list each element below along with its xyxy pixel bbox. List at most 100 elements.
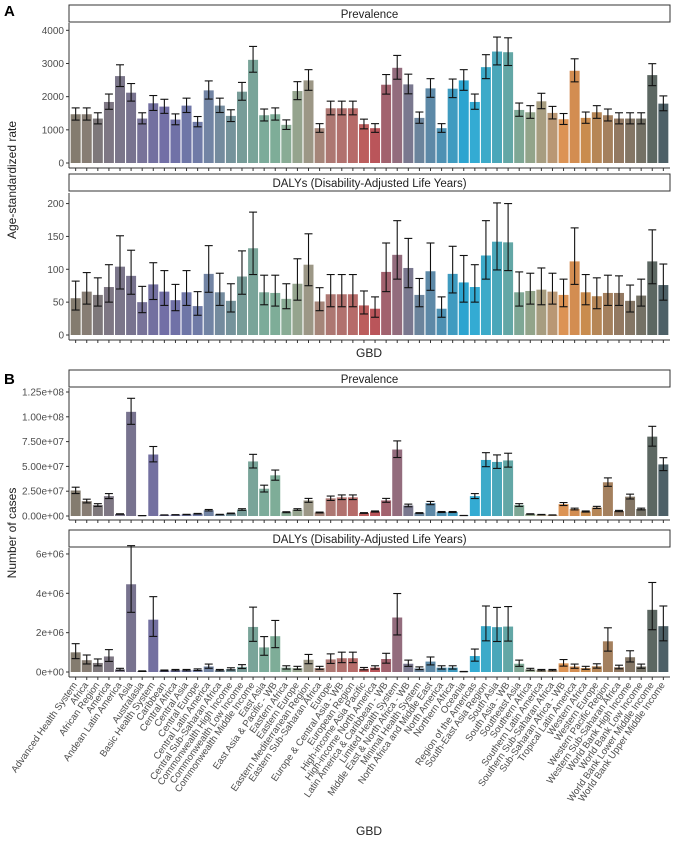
bar-1 — [71, 491, 81, 516]
y-tick-label: 6e+06 — [36, 549, 65, 560]
error-bar-32 — [415, 667, 423, 670]
bar-47 — [581, 118, 591, 163]
bar-5 — [115, 76, 125, 163]
y-tick-label: 4000 — [42, 26, 65, 37]
y-tick-label: 0.00e+00 — [22, 512, 64, 523]
error-bar-45 — [560, 503, 568, 506]
bar-25 — [337, 497, 347, 516]
error-bar-31 — [404, 504, 412, 507]
error-bar-28 — [371, 511, 379, 512]
bar-40 — [503, 460, 513, 516]
error-bar-27 — [360, 513, 368, 514]
error-bar-23 — [316, 512, 324, 513]
y-tick-label: 1000 — [42, 125, 65, 136]
bar-54 — [658, 464, 668, 516]
error-bar-21 — [293, 666, 301, 669]
y-tick-label: 0 — [58, 331, 64, 342]
bar-27 — [359, 124, 369, 163]
bar-48 — [592, 112, 602, 163]
bar-39 — [492, 52, 502, 163]
bar-14 — [215, 106, 225, 163]
bar-53 — [647, 75, 657, 163]
error-bar-14 — [216, 669, 224, 670]
error-bar-15 — [227, 668, 235, 670]
bar-49 — [603, 115, 613, 163]
panel-4: DALYs (Disability-Adjusted Life Years) 0e… — [9, 530, 670, 804]
error-bar-33 — [426, 501, 434, 504]
bar-26 — [348, 497, 358, 516]
y-tick-label: 4e+06 — [36, 589, 65, 600]
bar-45 — [559, 119, 569, 163]
error-bar-20 — [282, 512, 290, 513]
error-bar-12 — [194, 513, 202, 514]
error-bar-9 — [160, 670, 168, 671]
bar-29 — [381, 85, 391, 163]
bar-51 — [625, 497, 635, 516]
bar-40 — [503, 52, 513, 163]
bar-36 — [459, 80, 469, 163]
y-tick-label: 150 — [47, 232, 64, 243]
x-axis-title-b: GBD — [356, 824, 382, 838]
bar-11 — [182, 106, 192, 163]
bar-43 — [536, 101, 546, 163]
bar-10 — [170, 120, 180, 163]
y-tick-label: 1.00e+08 — [22, 412, 64, 423]
bar-8 — [148, 454, 158, 516]
error-bar-46 — [571, 508, 579, 510]
bar-35 — [448, 89, 458, 163]
bar-12 — [193, 122, 203, 163]
error-bar-11 — [183, 669, 191, 670]
error-bar-44 — [548, 669, 556, 670]
error-bar-16 — [238, 509, 246, 511]
panel-strip-title: DALYs (Disability-Adjusted Life Years) — [272, 534, 466, 546]
bar-41 — [514, 110, 524, 163]
bar-42 — [525, 112, 535, 163]
y-tick-label: 50 — [53, 298, 65, 309]
error-bar-47 — [582, 511, 590, 512]
error-bar-42 — [526, 668, 534, 670]
bar-32 — [414, 118, 424, 163]
panel-2: DALYs (Disability-Adjusted Life Years)05… — [47, 174, 670, 343]
error-bar-21 — [293, 509, 301, 511]
bar-54 — [658, 104, 668, 163]
error-bar-23 — [316, 666, 324, 669]
bar-17 — [248, 60, 258, 163]
bar-24 — [326, 108, 336, 163]
bar-51 — [625, 119, 635, 163]
y-tick-label: 3000 — [42, 59, 65, 70]
error-bar-34 — [438, 512, 446, 513]
error-bar-43 — [537, 669, 545, 670]
y-tick-label: 0e+00 — [36, 668, 65, 679]
error-bar-48 — [593, 506, 601, 508]
y-tick-label: 1.25e+08 — [22, 388, 64, 399]
panel-strip-title: Prevalence — [341, 374, 399, 386]
bar-28 — [370, 128, 380, 163]
y-tick-label: 100 — [47, 265, 64, 276]
bar-37 — [470, 496, 480, 516]
panel-tag-b: B — [4, 371, 15, 388]
error-bar-28 — [371, 666, 379, 669]
bar-18 — [259, 489, 269, 516]
y-tick-label: 2000 — [42, 92, 65, 103]
y-axis-title-b: Number of cases — [5, 488, 19, 579]
bar-17 — [248, 461, 258, 516]
error-bar-13 — [205, 509, 213, 510]
bar-38 — [481, 460, 491, 516]
bar-25 — [337, 108, 347, 163]
bar-44 — [547, 113, 557, 163]
bar-38 — [481, 67, 491, 163]
error-bar-34 — [438, 666, 446, 669]
bar-39 — [492, 462, 502, 516]
bar-49 — [603, 482, 613, 516]
error-bar-7 — [138, 671, 146, 672]
bar-6 — [126, 412, 136, 516]
bar-19 — [270, 114, 280, 163]
bar-8 — [148, 103, 158, 163]
bar-3 — [93, 119, 103, 163]
bar-52 — [636, 119, 646, 163]
y-axis-title-a: Age-standardized rate — [5, 121, 19, 239]
y-tick-label: 2e+06 — [36, 628, 65, 639]
bar-23 — [315, 128, 325, 163]
y-tick-label: 200 — [47, 199, 64, 210]
